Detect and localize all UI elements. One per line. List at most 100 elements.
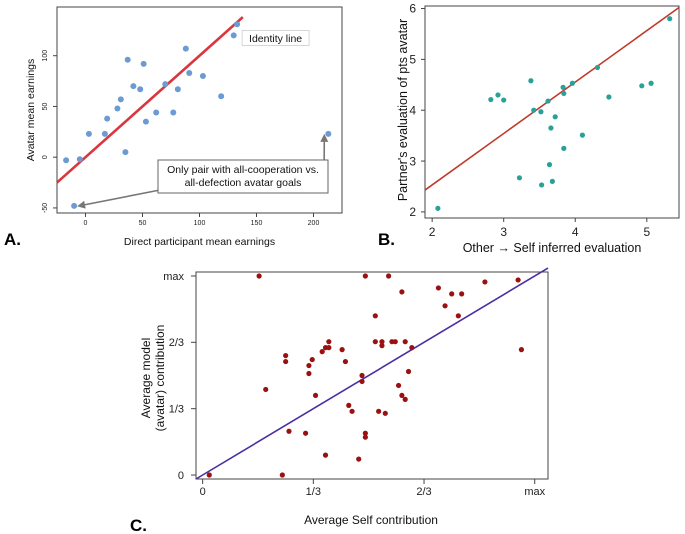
panel-c-data-point: [402, 396, 408, 402]
panel-b-data-point: [531, 107, 537, 113]
panel-c-y-tick-label: max: [163, 271, 184, 283]
panel-c-data-point: [359, 378, 365, 385]
panel-b: 2 3 4 5 2 3 4 5 6 Other → Self inferred evaluat…: [378, 2, 680, 255]
panel-a-lines: [56, 16, 244, 184]
panel-c-data-point: [356, 456, 362, 462]
panel-c-data-point: [399, 392, 405, 399]
panel-a: 0 50 100 150 200 -50 0 50 100 Identity line Only…: [4, 6, 343, 249]
panel-b-data-point: [528, 78, 534, 84]
panel-a-x-tick-label: 50: [139, 220, 147, 227]
panel-c-data-point: [256, 273, 262, 279]
panel-a-data-point: [101, 130, 108, 137]
panel-c-y-tick-label: 0: [178, 470, 184, 482]
panel-a-x-ticks: 0 50 100 150 200: [84, 213, 319, 227]
panel-a-data-point: [182, 45, 189, 52]
panel-a-data-point: [124, 56, 131, 63]
panel-b-data-point: [516, 175, 523, 181]
panel-c-data-point: [326, 339, 332, 345]
panel-a-x-tick-label: 0: [84, 220, 88, 227]
panel-a-x-tick-label: 100: [194, 220, 206, 227]
panel-c-y-ticks: 0 1/3 2/3 max: [163, 271, 196, 482]
panel-b-data-point: [667, 16, 673, 22]
panel-a-data-point: [76, 156, 83, 163]
panel-a-x-tick-label: 150: [251, 220, 263, 227]
panel-a-data-point: [114, 105, 121, 112]
panel-b-data-point: [435, 205, 441, 211]
panel-c-data-point: [382, 410, 388, 416]
panel-c-y-label: Average model (avatar) contribution: [139, 325, 167, 432]
panel-b-letter: B.: [378, 230, 395, 249]
panel-c-data-point: [386, 273, 392, 279]
panel-c-data-point: [379, 343, 385, 349]
panel-b-data-point: [561, 145, 567, 151]
identity-line-label: Identity line: [249, 33, 302, 45]
panel-b-data-point: [560, 84, 566, 90]
panel-a-data-point: [122, 149, 129, 156]
panel-a-data-point: [71, 202, 78, 209]
panel-b-data-point: [648, 80, 654, 86]
panel-b-data-point: [548, 125, 554, 131]
panel-b-data-point: [495, 92, 501, 98]
panel-b-data-point: [538, 109, 544, 115]
annotation-arrow-left: [77, 189, 161, 209]
panel-c-data-point: [322, 452, 329, 458]
identity-line-label-box: [241, 30, 310, 46]
panel-a-data-point: [234, 21, 241, 28]
panel-c-data-point: [326, 345, 332, 351]
panel-a-data-point: [117, 96, 124, 103]
panel-c-x-label: Average Self contribution: [304, 513, 438, 527]
panel-c-data-point: [399, 289, 405, 295]
panel-b-y-tick-label: 4: [409, 103, 416, 117]
panel-c-identity-line: [195, 267, 549, 480]
panel-b-data-point: [546, 162, 553, 168]
panel-b-data-point: [579, 132, 586, 138]
panel-c-data-point: [405, 368, 412, 375]
panel-c-data-point: [306, 370, 312, 377]
panel-a-y-label: Avatar mean earnings: [25, 59, 37, 162]
panel-b-fit-line: [424, 6, 680, 191]
panel-a-data-point: [174, 86, 181, 93]
panel-a-data-point: [199, 73, 206, 80]
panel-c-x-tick-label: max: [524, 486, 545, 498]
panel-c-data-point: [379, 339, 385, 345]
panel-a-points: [63, 21, 332, 209]
panel-a-y-tick-label: 50: [42, 102, 49, 110]
panel-c-data-point: [449, 291, 455, 297]
panel-a-data-point: [162, 81, 169, 88]
panel-b-data-point: [488, 96, 494, 103]
panel-c-data-point: [515, 277, 521, 283]
panel-c-data-point: [342, 358, 349, 365]
panel-c-x-tick-label: 2/3: [416, 486, 431, 498]
panel-a-data-point: [230, 32, 237, 39]
panel-b-data-point: [569, 80, 575, 86]
panel-c-x-ticks: 0 1/3 2/3 max: [200, 479, 546, 498]
panel-b-x-label: Other → Self inferred evaluation: [463, 241, 642, 255]
panel-b-x-tick-label: 5: [643, 225, 650, 239]
panel-c-data-point: [455, 313, 461, 319]
panel-a-annotations: Identity line Only pair with all-cooperat…: [77, 30, 329, 209]
panel-a-data-point: [153, 109, 160, 116]
panel-b-x-tick-label: 4: [572, 225, 579, 239]
panel-b-lines: [424, 6, 680, 191]
panel-c-points: [206, 273, 525, 478]
panel-c-data-point: [362, 430, 368, 436]
annotation-box: [157, 159, 329, 194]
panel-c-data-point: [459, 291, 465, 297]
panel-b-data-point: [545, 98, 551, 104]
panel-c-data-point: [346, 402, 352, 408]
panel-c-data-point: [349, 408, 355, 414]
panel-a-data-point: [140, 60, 147, 67]
panel-b-y-tick-label: 2: [409, 205, 416, 219]
panel-a-data-point: [85, 130, 92, 137]
panel-c-data-point: [362, 434, 368, 440]
panel-b-y-tick-label: 6: [409, 2, 416, 16]
panel-c-data-point: [518, 347, 525, 353]
panel-c-data-point: [435, 285, 442, 291]
panel-c-data-point: [392, 339, 398, 345]
panel-b-frame: [424, 5, 680, 219]
panel-a-data-point: [325, 130, 332, 137]
panel-a-y-ticks: -50 0 50 100: [42, 50, 57, 213]
panel-a-x-label: Direct participant mean earnings: [124, 236, 275, 248]
panel-c-data-point: [306, 362, 312, 369]
